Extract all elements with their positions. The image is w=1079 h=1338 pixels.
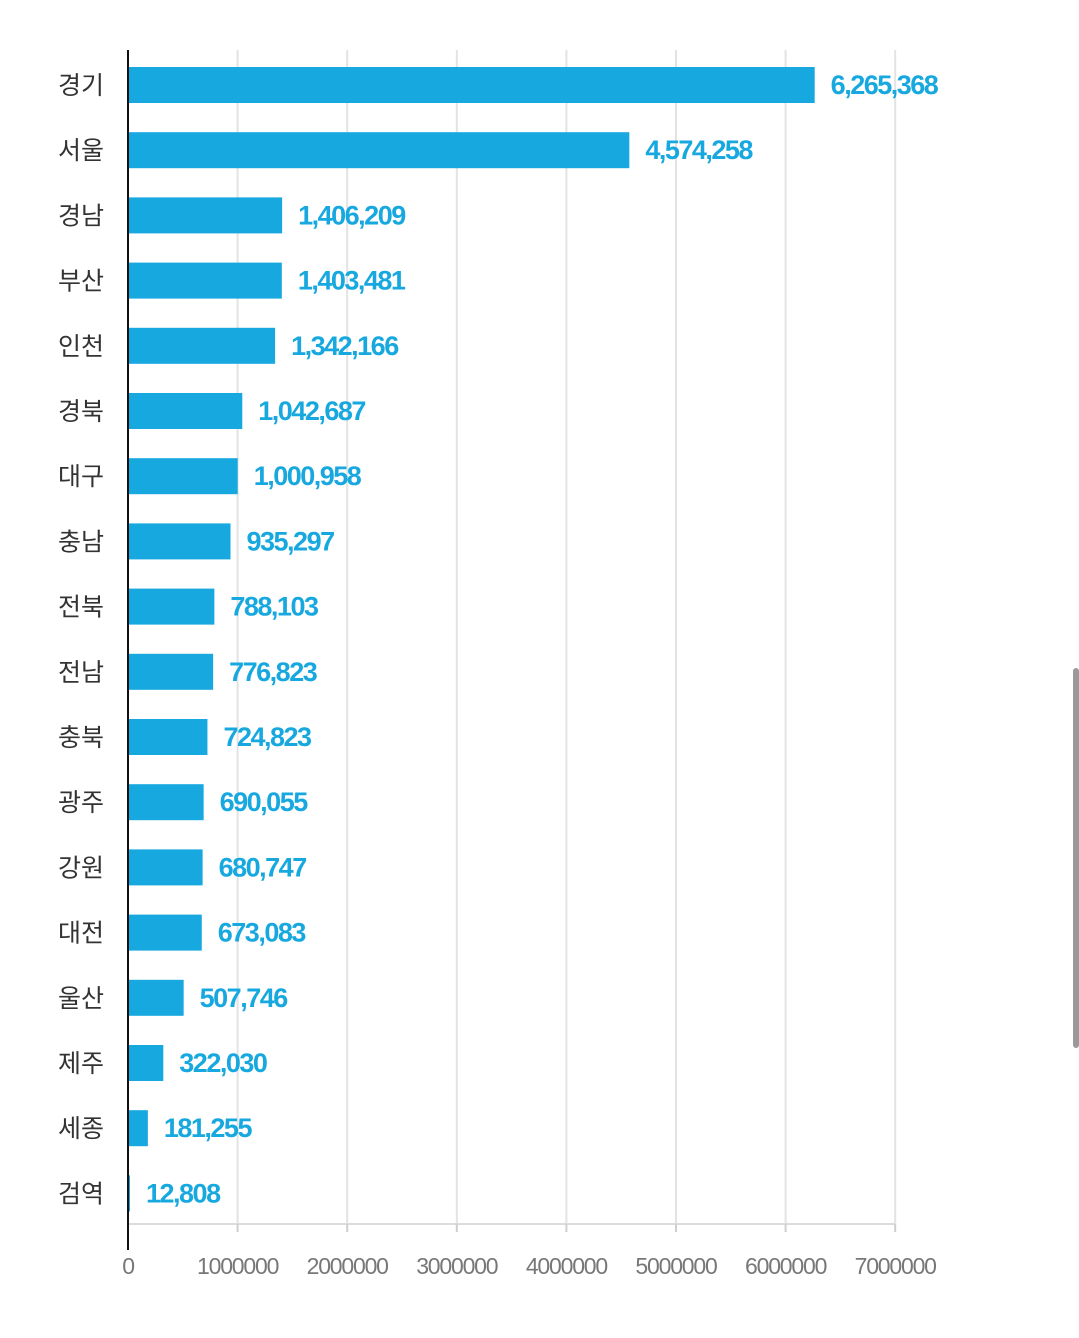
x-tick-label: 6000000 xyxy=(745,1253,827,1279)
x-axis-ticks: 0 1000000 2000000 3000000 4000000 5000000 6000… xyxy=(122,1224,937,1279)
value-label: 1,342,166 xyxy=(291,331,399,361)
gridlines xyxy=(128,50,897,1225)
bar xyxy=(128,849,203,886)
category-label: 충남 xyxy=(58,527,104,556)
value-label: 1,042,687 xyxy=(258,396,365,426)
category-label: 전남 xyxy=(58,658,104,687)
x-tick-label: 2000000 xyxy=(307,1253,389,1279)
category-label: 검역 xyxy=(58,1179,104,1208)
x-tick-label: 0 xyxy=(122,1253,134,1279)
bar xyxy=(128,719,208,755)
category-label: 세종 xyxy=(58,1114,104,1143)
category-label: 강원 xyxy=(58,853,104,882)
value-label: 680,747 xyxy=(219,852,307,882)
bars xyxy=(128,67,815,1212)
bar xyxy=(128,262,282,299)
category-label: 울산 xyxy=(58,984,104,1013)
value-label: 6,265,368 xyxy=(831,70,939,100)
bar xyxy=(128,979,184,1016)
bar xyxy=(128,1110,148,1147)
value-labels: 6,265,368 4,574,258 1,406,209 1,403,481 1,34… xyxy=(146,70,940,1208)
bar xyxy=(128,197,283,234)
value-label: 690,055 xyxy=(220,787,309,817)
category-label: 광주 xyxy=(58,788,104,817)
x-tick-label: 5000000 xyxy=(635,1253,717,1279)
value-label: 673,083 xyxy=(218,918,307,948)
bar xyxy=(128,132,630,169)
bar xyxy=(128,588,215,625)
value-label: 181,255 xyxy=(164,1113,253,1143)
scrollbar[interactable] xyxy=(1073,668,1079,1048)
category-label: 경기 xyxy=(58,71,104,100)
bar xyxy=(128,653,214,690)
bar xyxy=(128,523,231,560)
value-label: 724,823 xyxy=(223,722,312,752)
value-label: 776,823 xyxy=(229,657,318,687)
category-label: 경북 xyxy=(58,397,104,426)
value-label: 4,574,258 xyxy=(645,135,753,165)
value-label: 935,297 xyxy=(247,526,335,556)
bar xyxy=(128,784,204,821)
category-label: 인천 xyxy=(58,332,104,361)
bar xyxy=(128,1045,164,1081)
value-label: 1,403,481 xyxy=(298,266,406,296)
bar xyxy=(128,67,815,103)
value-label: 507,746 xyxy=(200,983,289,1013)
value-label: 1,406,209 xyxy=(298,200,406,230)
bar xyxy=(128,914,202,951)
value-label: 12,808 xyxy=(146,1178,221,1208)
category-label: 제주 xyxy=(58,1049,104,1078)
bar xyxy=(128,327,276,364)
x-tick-label: 1000000 xyxy=(197,1253,279,1279)
value-label: 788,103 xyxy=(230,592,319,622)
category-label: 대전 xyxy=(58,919,104,948)
category-label: 충북 xyxy=(58,723,104,752)
bar xyxy=(128,393,243,429)
bar xyxy=(128,458,238,495)
x-tick-label: 3000000 xyxy=(416,1253,498,1279)
category-label: 대구 xyxy=(58,462,104,491)
category-label: 경남 xyxy=(58,201,104,230)
value-label: 322,030 xyxy=(179,1048,267,1078)
x-tick-label: 4000000 xyxy=(526,1253,608,1279)
x-tick-label: 7000000 xyxy=(855,1253,937,1279)
value-label: 1,000,958 xyxy=(254,461,362,491)
category-label: 서울 xyxy=(58,136,104,165)
category-label: 부산 xyxy=(58,267,104,296)
category-label: 전북 xyxy=(58,593,104,622)
